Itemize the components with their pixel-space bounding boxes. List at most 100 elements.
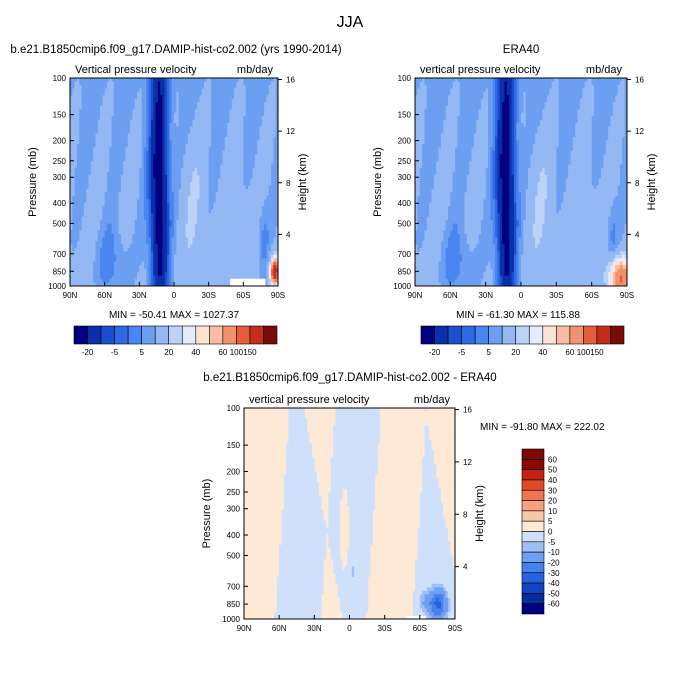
field-cell [192,230,196,235]
field-cell [167,102,170,107]
field-cell [257,202,260,207]
field-cell [259,237,263,242]
field-cell [70,98,73,103]
field-cell [183,234,186,238]
field-cell [104,182,108,186]
field-cell [88,192,92,197]
field-cell [83,81,87,86]
field-cell [197,112,200,117]
field-cell [118,136,122,141]
field-cell [86,216,89,221]
field-cell [157,102,161,107]
field-cell [194,192,198,197]
field-cell [215,182,219,186]
field-cell [113,209,117,214]
field-cell [106,91,110,96]
field-cell [250,237,253,242]
field-cell [93,247,96,252]
field-cell [86,157,89,162]
field-cell [229,143,233,148]
field-cell [102,247,106,252]
field-cell [261,154,265,159]
field-cell [76,147,80,152]
field-cell [93,182,96,186]
field-cell [273,244,277,249]
field-cell [116,202,119,207]
field-cell [176,88,180,93]
field-cell [132,81,136,86]
field-cell [178,199,182,204]
field-cell [137,102,140,107]
field-cell [155,150,159,155]
field-cell [215,157,219,162]
field-cell [266,234,270,238]
field-cell [88,209,92,214]
field-cell [268,150,272,155]
field-cell [139,185,143,190]
field-cell [264,213,267,218]
field-cell [174,150,177,155]
field-cell [229,140,233,145]
field-cell [81,195,85,200]
field-cell [271,182,274,186]
field-cell [264,81,267,86]
field-cell [222,126,226,131]
field-cell [273,157,277,162]
field-cell [259,175,263,179]
field-cell [185,223,189,228]
field-cell [123,240,126,245]
field-cell [104,175,108,179]
field-cell [106,240,110,245]
field-cell [176,78,180,82]
field-cell [146,88,149,93]
field-cell [74,251,78,256]
field-cell [231,240,235,245]
field-cell [241,199,244,204]
field-cell [113,98,117,103]
field-cell [97,254,101,259]
field-cell [224,140,228,145]
field-cell [234,195,237,200]
field-cell [243,240,247,245]
field-cell [204,157,207,162]
field-cell [106,161,110,166]
field-cell [210,140,214,145]
field-cell [176,220,180,224]
field-cell [169,209,173,214]
field-cell [245,98,249,103]
field-cell [120,116,124,120]
field-cell [134,95,138,100]
field-cell [130,91,133,96]
field-cell [204,161,207,166]
field-cell [266,150,270,155]
field-cell [90,154,94,159]
field-cell [102,188,106,193]
field-cell [217,213,221,218]
field-cell [245,261,249,266]
field-cell [183,185,186,190]
field-cell [164,261,168,266]
field-cell [201,143,205,148]
field-cell [231,265,235,270]
field-cell [273,116,277,120]
field-cell [146,157,149,162]
field-cell [88,227,92,231]
field-cell [95,88,99,93]
field-cell [164,244,168,249]
field-cell [160,78,163,82]
field-cell [210,223,214,228]
field-cell [213,157,216,162]
field-cell [204,98,207,103]
field-cell [141,240,145,245]
field-cell [137,192,140,197]
field-cell [234,168,237,172]
field-cell [123,206,126,211]
field-cell [234,105,237,110]
field-cell [157,185,161,190]
field-cell [123,98,126,103]
field-cell [271,247,274,252]
field-cell [123,112,126,117]
field-cell [157,161,161,166]
field-cell [261,116,265,120]
field-cell [224,209,228,214]
